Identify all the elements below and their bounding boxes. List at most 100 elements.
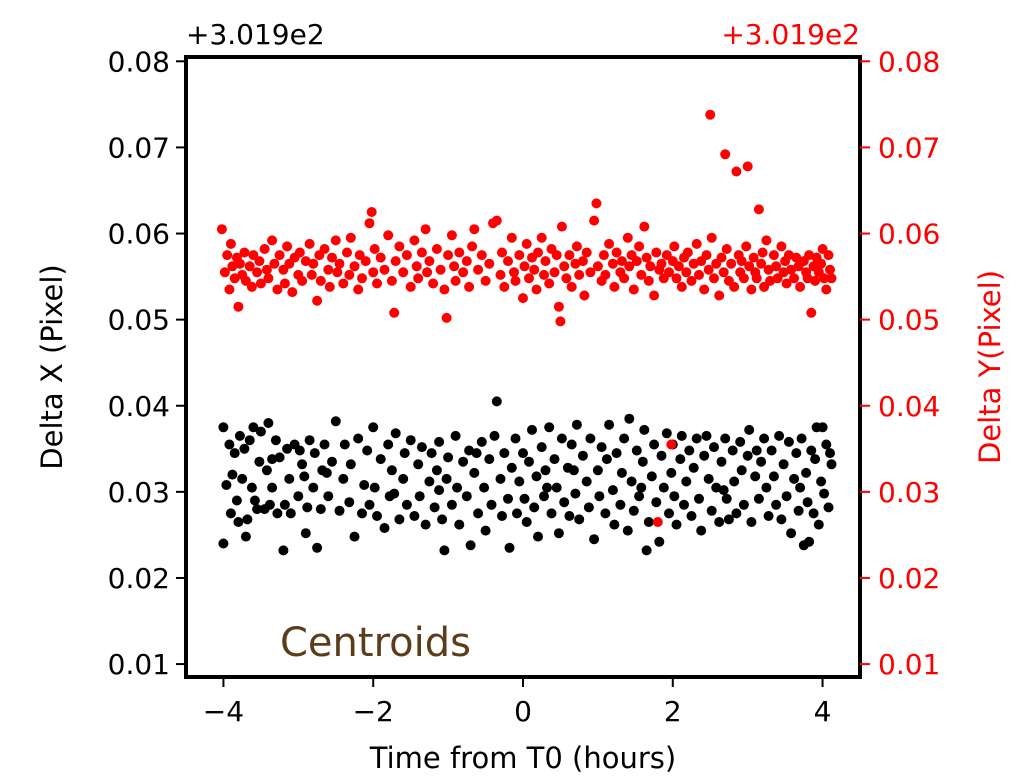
left-y-tick-label: 0.06 (108, 218, 170, 251)
delta-x-point (398, 473, 409, 484)
delta-y-point (368, 267, 379, 278)
delta-y-point (458, 267, 469, 278)
delta-x-point (312, 542, 323, 553)
delta-x-point (221, 480, 232, 490)
delta-x-point (401, 499, 412, 510)
delta-x-point (781, 491, 792, 502)
delta-x-point (297, 459, 308, 470)
delta-x-point (239, 443, 250, 454)
delta-y-point (781, 278, 792, 289)
delta-x-point (691, 433, 702, 444)
x-tick-label: −4 (203, 695, 244, 728)
delta-y-point (394, 241, 405, 252)
delta-x-point (658, 482, 669, 493)
delta-y-point (409, 235, 420, 246)
delta-x-point (529, 502, 540, 513)
delta-x-point (720, 433, 731, 444)
delta-y-point (518, 293, 528, 304)
right-y-tick-label: 0.06 (878, 218, 940, 251)
delta-x-point (452, 482, 463, 493)
delta-y-point (497, 247, 507, 258)
delta-x-point (609, 519, 620, 530)
delta-x-point (476, 436, 487, 447)
delta-x-point (771, 499, 782, 510)
delta-y-point (467, 241, 478, 252)
delta-y-point (420, 224, 431, 235)
delta-x-point (664, 508, 674, 519)
delta-x-point (413, 459, 424, 470)
delta-x-point (450, 430, 461, 441)
delta-y-point (622, 232, 633, 243)
delta-x-point (362, 445, 373, 456)
delta-y-point (556, 221, 567, 232)
delta-y-point (746, 284, 757, 295)
delta-x-point (804, 536, 815, 547)
delta-x-point (564, 511, 575, 521)
delta-y-point (753, 204, 764, 215)
delta-x-point (675, 454, 686, 465)
delta-x-point (763, 511, 774, 521)
delta-x-point (304, 435, 315, 446)
delta-y-point (664, 267, 674, 278)
delta-y-point (574, 269, 585, 280)
delta-x-point (574, 514, 585, 525)
delta-x-point (416, 442, 427, 453)
delta-x-point (826, 459, 837, 470)
delta-y-point (634, 241, 645, 252)
delta-x-point (267, 454, 278, 465)
delta-x-point (383, 439, 394, 450)
delta-x-point (577, 450, 588, 461)
delta-y-point (416, 247, 427, 258)
delta-x-point (636, 482, 647, 493)
delta-x-point (723, 514, 734, 525)
delta-x-point (327, 456, 337, 467)
delta-x-point (631, 445, 642, 456)
delta-y-point (390, 256, 401, 267)
delta-y-point (411, 261, 422, 272)
delta-x-point (589, 534, 600, 545)
delta-x-point (315, 504, 326, 515)
delta-x-point (420, 519, 431, 530)
delta-y-point (639, 221, 650, 232)
delta-y-point (279, 278, 290, 289)
delta-x-point (616, 467, 627, 478)
delta-y-point (731, 166, 742, 177)
left-y-tick-label: 0.07 (108, 131, 170, 164)
delta-y-point (703, 264, 714, 275)
delta-y-point (383, 230, 394, 241)
delta-y-point (682, 247, 693, 258)
delta-x-point (637, 456, 648, 467)
delta-x-point (308, 482, 319, 493)
delta-y-point (254, 256, 265, 267)
delta-x-point (802, 497, 813, 508)
delta-y-point (592, 261, 603, 272)
delta-y-point (439, 284, 450, 295)
delta-x-point (274, 452, 285, 463)
delta-x-point (524, 456, 534, 467)
delta-y-point (315, 275, 326, 286)
delta-x-point (294, 445, 305, 456)
delta-x-point (375, 454, 386, 465)
right-y-tick-label: 0.07 (878, 131, 940, 164)
delta-y-point (549, 267, 560, 278)
delta-x-point (604, 419, 615, 430)
x-axis-label: Time from T0 (hours) (369, 741, 676, 775)
delta-x-point (309, 448, 320, 459)
delta-x-point (248, 422, 259, 433)
delta-x-point (684, 445, 695, 456)
delta-x-point (699, 450, 710, 461)
delta-y-point (357, 273, 367, 284)
delta-y-point (825, 264, 835, 275)
delta-x-point (639, 424, 650, 435)
delta-x-point (434, 436, 445, 447)
delta-x-point (489, 430, 500, 441)
delta-y-point (669, 241, 680, 252)
delta-y-point (598, 250, 609, 261)
delta-x-point (461, 491, 472, 502)
delta-y-point (806, 307, 817, 318)
delta-x-point (254, 456, 265, 467)
delta-y-point (252, 267, 263, 278)
delta-y-point (531, 284, 542, 295)
delta-y-point (319, 244, 330, 254)
delta-x-point (491, 396, 502, 407)
